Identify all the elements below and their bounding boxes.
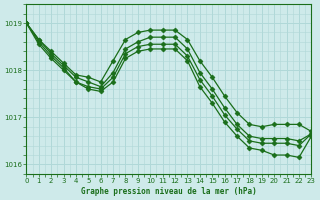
X-axis label: Graphe pression niveau de la mer (hPa): Graphe pression niveau de la mer (hPa): [81, 187, 257, 196]
